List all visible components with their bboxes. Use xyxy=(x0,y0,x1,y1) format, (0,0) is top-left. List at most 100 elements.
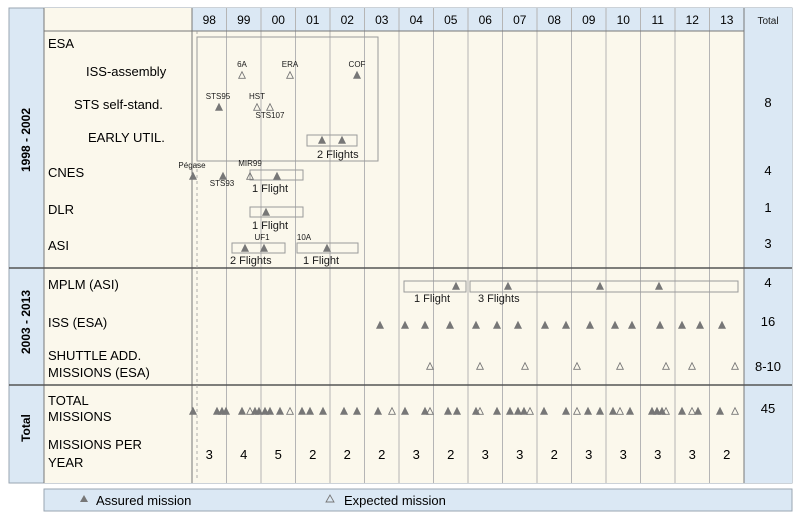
bracket-boxes xyxy=(196,36,739,293)
assured-mission-marker xyxy=(715,406,725,415)
assured-mission-marker xyxy=(539,406,549,415)
expected-mission-marker xyxy=(520,361,530,370)
grid-lines xyxy=(9,8,792,483)
assured-mission-marker xyxy=(339,406,349,415)
section-label-2003-2013: 2003 - 2013 xyxy=(19,290,33,354)
missions-per-year-value: 2 xyxy=(723,447,730,462)
expected-mission-marker xyxy=(425,406,435,415)
assured-mission-marker xyxy=(297,406,307,415)
expected-mission-marker xyxy=(285,406,295,415)
assured-mission-marker xyxy=(654,281,664,290)
assured-mission-marker xyxy=(400,406,410,415)
esa-bracket xyxy=(196,36,379,162)
total-column-band xyxy=(744,8,792,483)
expected-mission-marker xyxy=(285,70,295,79)
assured-mission-marker xyxy=(693,406,703,415)
assured-mission-marker xyxy=(254,406,264,415)
expected-mission-marker xyxy=(425,361,435,370)
row-label-total-missions: TOTAL MISSIONS xyxy=(48,393,112,424)
expected-mission-marker xyxy=(615,406,625,415)
total-sts-self-stand: 8 xyxy=(764,95,771,110)
assured-mission-marker xyxy=(561,406,571,415)
assured-mission-marker xyxy=(647,406,657,415)
total-missions-value: 45 xyxy=(761,401,775,416)
assured-mission-marker xyxy=(451,281,461,290)
assured-mission-marker xyxy=(585,320,595,329)
assured-mission-marker xyxy=(625,406,635,415)
assured-mission-marker xyxy=(695,320,705,329)
row-label-iss-esa: ISS (ESA) xyxy=(48,315,107,330)
flight-labels: 2 Flights 1 Flight 1 Flight 2 Flights 1 … xyxy=(230,149,520,305)
cnes-bracket xyxy=(249,169,304,181)
assured-mission-marker xyxy=(420,406,430,415)
year-label-12: 12 xyxy=(686,13,700,27)
expected-mission-marker xyxy=(687,406,697,415)
year-label-98: 98 xyxy=(203,13,217,27)
total-cnes: 4 xyxy=(764,163,771,178)
missions-per-year-value: 4 xyxy=(240,447,247,462)
annotation-10a: 10A xyxy=(297,233,312,242)
year-label-00: 00 xyxy=(272,13,286,27)
asi-bracket-2 xyxy=(296,242,359,254)
assured-mission-marker xyxy=(221,406,231,415)
total-shuttle-add: 8-10 xyxy=(755,359,781,374)
total-iss-esa: 16 xyxy=(761,314,775,329)
year-label-99: 99 xyxy=(237,13,251,27)
flight-label-asi-1: 2 Flights xyxy=(230,255,272,267)
assured-mission-marker xyxy=(337,135,347,144)
assured-mission-marker xyxy=(188,406,198,415)
missions-per-year-value: 2 xyxy=(344,447,351,462)
year-label-11: 11 xyxy=(652,13,665,27)
expected-mission-marker xyxy=(252,102,262,111)
total-column-header: Total xyxy=(757,16,778,27)
section-label-total: Total xyxy=(19,414,33,442)
assured-mission-marker xyxy=(237,406,247,415)
assured-mission-marker xyxy=(655,320,665,329)
assured-mission-marker xyxy=(471,320,481,329)
assured-mission-marker xyxy=(561,320,571,329)
assured-mission-marker xyxy=(505,406,515,415)
expected-mission-marker xyxy=(387,406,397,415)
expected-mission-marker xyxy=(245,406,255,415)
mission-markers xyxy=(188,70,740,415)
expected-mission-marker xyxy=(245,171,255,180)
year-label-06: 06 xyxy=(479,13,493,27)
missions-per-year-value: 3 xyxy=(620,447,627,462)
expected-mission-marker xyxy=(615,361,625,370)
row-label-iss-assembly: ISS-assembly xyxy=(86,64,167,79)
section-label-1998-2002: 1998 - 2002 xyxy=(19,108,33,172)
missions-per-year-value: 2 xyxy=(551,447,558,462)
flight-label-early-util: 2 Flights xyxy=(317,149,359,161)
assured-mission-marker xyxy=(275,406,285,415)
expected-mission-marker xyxy=(730,406,740,415)
year-label-02: 02 xyxy=(341,13,355,27)
expected-mission-marker xyxy=(661,361,671,370)
assured-mission-marker xyxy=(259,243,269,252)
asi-bracket-1 xyxy=(231,242,286,254)
year-label-08: 08 xyxy=(548,13,562,27)
row-label-dlr: DLR xyxy=(48,202,74,217)
annotation-sts107: STS107 xyxy=(256,111,285,120)
missions-per-year-value: 3 xyxy=(585,447,592,462)
missions-per-year-value: 3 xyxy=(206,447,213,462)
assured-mission-marker xyxy=(583,406,593,415)
assured-mission-marker xyxy=(322,243,332,252)
assured-mission-marker xyxy=(261,207,271,216)
row-label-cnes: CNES xyxy=(48,165,84,180)
outline-triangle-icon xyxy=(325,494,335,503)
assured-mission-marker xyxy=(305,406,315,415)
expected-mission-marker xyxy=(572,406,582,415)
assured-mission-marker xyxy=(260,406,270,415)
missions-per-year-value: 2 xyxy=(447,447,454,462)
missions-per-year-value: 3 xyxy=(482,447,489,462)
expected-mission-marker xyxy=(265,102,275,111)
missions-per-year-value: 3 xyxy=(516,447,523,462)
expected-mission-marker xyxy=(572,361,582,370)
missions-per-year-value: 3 xyxy=(413,447,420,462)
legend-box xyxy=(43,488,793,512)
row-label-shuttle-add-missions: SHUTTLE ADD. MISSIONS (ESA) xyxy=(48,348,150,380)
assured-mission-marker xyxy=(352,70,362,79)
assured-mission-marker xyxy=(717,320,727,329)
assured-mission-marker xyxy=(445,320,455,329)
assured-mission-marker xyxy=(492,406,502,415)
